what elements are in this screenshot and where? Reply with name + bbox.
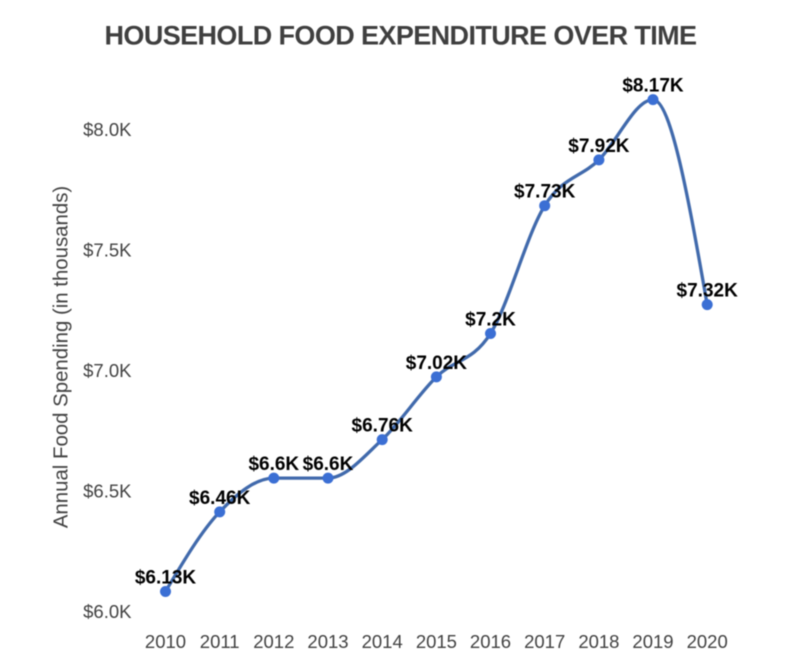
svg-text:2013: 2013 — [307, 631, 348, 652]
svg-text:$7.73K: $7.73K — [514, 182, 576, 203]
svg-text:2019: 2019 — [632, 631, 673, 652]
svg-text:$6.6K: $6.6K — [303, 454, 354, 475]
svg-text:$7.5K: $7.5K — [83, 239, 132, 260]
svg-text:$6.6K: $6.6K — [248, 454, 299, 475]
svg-text:$7.32K: $7.32K — [677, 281, 739, 302]
svg-text:$6.13K: $6.13K — [135, 568, 197, 589]
svg-text:2012: 2012 — [253, 631, 294, 652]
svg-text:2010: 2010 — [145, 631, 186, 652]
svg-text:$8.17K: $8.17K — [622, 76, 684, 97]
svg-text:2017: 2017 — [524, 631, 565, 652]
svg-text:$7.0K: $7.0K — [83, 360, 132, 381]
svg-text:2016: 2016 — [470, 631, 511, 652]
svg-text:$6.46K: $6.46K — [189, 488, 251, 509]
svg-text:$8.0K: $8.0K — [83, 119, 132, 140]
svg-text:$6.0K: $6.0K — [83, 601, 132, 622]
svg-text:Annual Food Spending (in thous: Annual Food Spending (in thousands) — [51, 186, 73, 528]
svg-text:$7.92K: $7.92K — [568, 136, 630, 157]
svg-text:$6.76K: $6.76K — [352, 416, 414, 437]
svg-text:2020: 2020 — [687, 631, 728, 652]
svg-text:$7.2K: $7.2K — [465, 310, 516, 331]
svg-text:2011: 2011 — [200, 631, 240, 652]
svg-text:2014: 2014 — [362, 631, 403, 652]
svg-text:$6.5K: $6.5K — [83, 481, 132, 502]
svg-text:HOUSEHOLD FOOD EXPENDITURE OVE: HOUSEHOLD FOOD EXPENDITURE OVER TIME — [105, 21, 697, 51]
svg-text:2015: 2015 — [416, 631, 457, 652]
svg-text:$7.02K: $7.02K — [406, 353, 468, 374]
svg-text:2018: 2018 — [578, 631, 619, 652]
